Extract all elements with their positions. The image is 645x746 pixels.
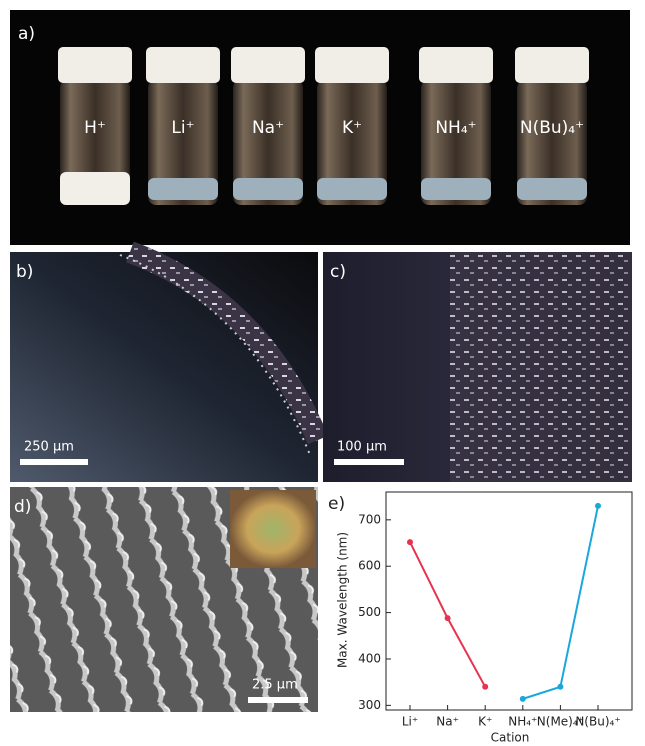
figure: H⁺ Li⁺ Na⁺ K⁺ NH₄⁺ N(Bu)₄⁺ a) b) 250 µm c) 10… xyxy=(0,0,645,746)
data-point xyxy=(595,503,601,509)
vial-label: N(Bu)₄⁺ xyxy=(520,118,584,138)
vial-cap xyxy=(419,47,493,83)
scale-bar xyxy=(20,459,88,465)
series-line xyxy=(523,506,598,699)
vial-label: H⁺ xyxy=(84,118,106,138)
inset-photo xyxy=(230,490,316,568)
scale-bar-label: 100 µm xyxy=(337,440,387,455)
panel-label: c) xyxy=(330,262,346,282)
vial-label: Li⁺ xyxy=(171,118,194,138)
scale-bar xyxy=(334,459,404,465)
y-tick-label: 500 xyxy=(358,605,381,619)
scale-bar-label: 2.5 µm xyxy=(252,678,298,693)
vial-cap xyxy=(231,47,305,83)
y-tick-label: 700 xyxy=(358,512,381,526)
chart: e) Cation Max. Wavelength (nm) 300 400 500… xyxy=(328,492,632,745)
vial-liquid xyxy=(233,178,303,200)
x-tick-label: Na⁺ xyxy=(436,715,459,729)
scale-bar xyxy=(248,697,308,703)
data-point xyxy=(445,615,451,621)
data-point xyxy=(520,696,526,702)
x-axis-label: Cation xyxy=(491,731,530,745)
birefringent-texture xyxy=(450,252,632,482)
y-axis-label: Max. Wavelength (nm) xyxy=(336,532,350,668)
y-tick-label: 400 xyxy=(358,651,381,665)
vial-cap xyxy=(58,47,132,83)
x-tick-label: Li⁺ xyxy=(402,715,418,729)
vial-label: NH₄⁺ xyxy=(435,118,476,138)
vial-label: Na⁺ xyxy=(252,118,284,138)
vial-liquid xyxy=(517,178,587,200)
series-line xyxy=(410,542,485,687)
data-point xyxy=(557,684,563,690)
vial-liquid xyxy=(60,172,130,205)
panel-label: d) xyxy=(14,497,31,517)
data-point xyxy=(407,539,413,545)
x-tick-label: NH₄⁺ xyxy=(508,715,537,729)
x-tick-label: K⁺ xyxy=(478,715,492,729)
panel-label: b) xyxy=(16,262,33,282)
vial-cap xyxy=(146,47,220,83)
scale-bar-label: 250 µm xyxy=(24,440,74,455)
vial-liquid xyxy=(421,178,491,200)
vial-liquid xyxy=(148,178,218,200)
panel-label: e) xyxy=(328,494,345,514)
y-tick-label: 600 xyxy=(358,559,381,573)
vial-liquid xyxy=(317,178,387,200)
data-point xyxy=(482,684,488,690)
vial-label: K⁺ xyxy=(342,118,362,138)
vial-cap xyxy=(515,47,589,83)
panel-label: a) xyxy=(18,24,35,44)
x-tick-label: N(Bu)₄⁺ xyxy=(575,715,620,729)
y-tick-label: 300 xyxy=(358,698,381,712)
vial-cap xyxy=(315,47,389,83)
